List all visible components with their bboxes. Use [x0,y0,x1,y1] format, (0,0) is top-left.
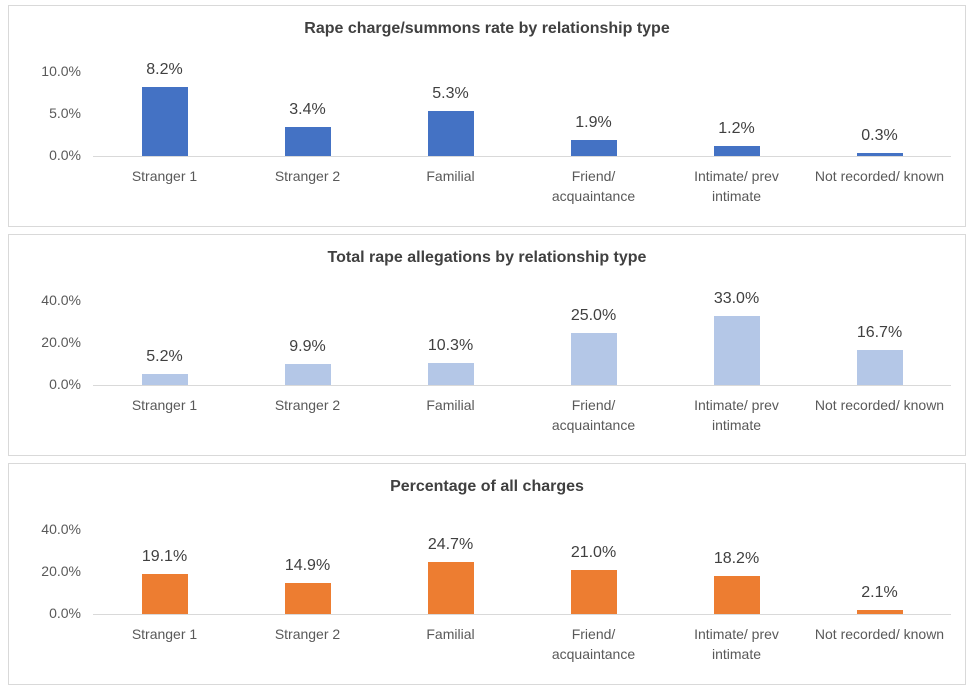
axis-line [93,385,951,386]
x-tick-label: Stranger 1 [131,168,198,184]
data-label: 0.3% [861,127,898,145]
data-label: 10.3% [427,337,474,355]
x-tick-label: Friend/ acquaintance [551,626,636,662]
data-label: 9.9% [289,338,326,356]
y-tick-label: 20.0% [41,334,81,350]
y-tick-label: 20.0% [41,563,81,579]
x-tick-label: Friend/ acquaintance [551,397,636,433]
x-tick-label: Familial [426,397,475,413]
data-label: 18.2% [713,549,760,567]
data-label: 16.7% [856,323,903,341]
y-tick-label: 0.0% [49,376,81,392]
y-tick-label: 40.0% [41,521,81,537]
chart-panel: Rape charge/summons rate by relationship… [8,5,966,227]
data-label: 5.2% [146,348,183,366]
chart-title: Percentage of all charges [390,478,584,495]
bar [856,349,903,385]
x-tick-label: Intimate/ prev intimate [694,397,779,433]
bar [856,153,903,156]
chart-panel: Percentage of all charges 0.0% 20.0% 40.0% S… [8,463,966,685]
bar [141,374,188,385]
axis-line [93,156,951,157]
x-tick-label: Intimate/ prev intimate [694,168,779,204]
x-tick-label: Not recorded/ known [814,168,945,184]
data-label: 2.1% [861,583,898,601]
data-label: 3.4% [289,101,326,119]
x-tick-label: Intimate/ prev intimate [694,626,779,662]
x-tick-label: Stranger 2 [274,626,341,642]
x-tick-label: Familial [426,626,475,642]
data-label: 24.7% [427,536,474,554]
data-label: 25.0% [570,306,617,324]
bar [570,332,617,385]
bar [856,609,903,614]
bar [284,364,331,385]
x-tick-label: Familial [426,168,475,184]
data-label: 8.2% [146,61,183,79]
bar [427,111,474,156]
bar [284,127,331,156]
data-label: 1.2% [718,119,755,137]
bar [713,315,760,385]
y-tick-label: 5.0% [49,105,81,121]
axis-line [93,614,951,615]
data-label: 21.0% [570,543,617,561]
data-label: 14.9% [284,556,331,574]
y-tick-label: 0.0% [49,605,81,621]
bar [141,87,188,156]
y-tick-label: 40.0% [41,292,81,308]
bar [427,363,474,385]
bar [570,569,617,614]
bar [713,575,760,614]
bar [284,582,331,614]
bar [427,562,474,614]
x-tick-label: Stranger 2 [274,168,341,184]
x-tick-label: Not recorded/ known [814,626,945,642]
data-label: 5.3% [432,85,469,103]
data-label: 33.0% [713,289,760,307]
bar [141,573,188,614]
x-tick-label: Friend/ acquaintance [551,168,636,204]
bar [713,145,760,156]
chart-title: Total rape allegations by relationship t… [327,249,647,266]
data-label: 19.1% [141,547,188,565]
data-label: 1.9% [575,114,612,132]
x-tick-label: Stranger 2 [274,397,341,413]
x-tick-label: Stranger 1 [131,397,198,413]
y-tick-label: 10.0% [41,63,81,79]
x-tick-label: Not recorded/ known [814,397,945,413]
chart-title: Rape charge/summons rate by relationship… [304,20,670,37]
y-tick-label: 0.0% [49,147,81,163]
x-tick-label: Stranger 1 [131,626,198,642]
chart-panel: Total rape allegations by relationship t… [8,234,966,456]
bar [570,140,617,156]
